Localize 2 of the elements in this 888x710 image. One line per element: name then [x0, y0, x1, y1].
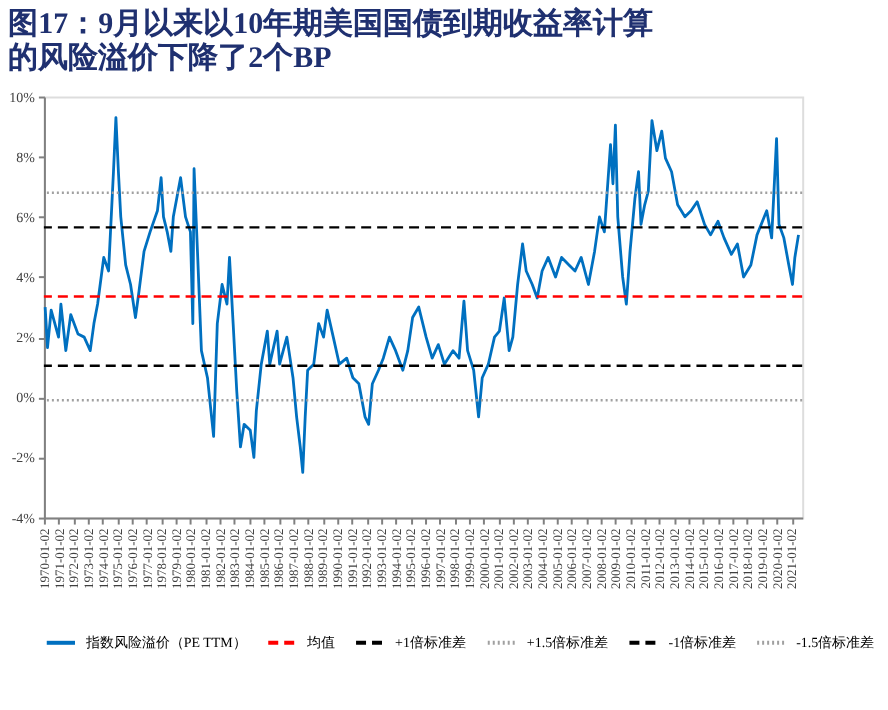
chart-title: 图17：9月以来以10年期美国国债到期收益率计算的风险溢价下降了2个BP: [8, 4, 654, 75]
line-series: [43, 116, 800, 474]
